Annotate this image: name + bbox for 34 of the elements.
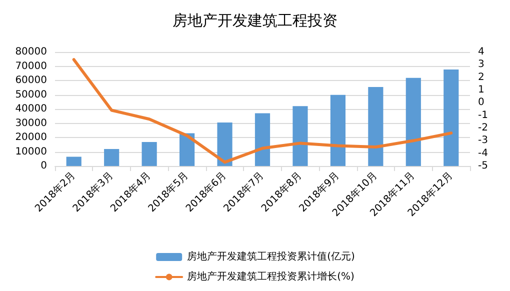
y2-tick-label: -1 bbox=[478, 110, 488, 121]
y2-tick-label: -4 bbox=[478, 148, 488, 159]
bar bbox=[142, 142, 157, 166]
line-series bbox=[72, 58, 453, 164]
chart-title: 房地产开发建筑工程投资 bbox=[172, 12, 338, 30]
bar bbox=[104, 149, 120, 166]
y2-tick-label: -5 bbox=[478, 160, 488, 172]
bar bbox=[217, 122, 232, 166]
bar bbox=[406, 78, 421, 166]
y2-tick-label: 3 bbox=[478, 59, 484, 70]
y-tick-label: 60000 bbox=[15, 75, 47, 86]
bar bbox=[254, 113, 270, 166]
y-tick-label: 20000 bbox=[15, 132, 47, 143]
y2-tick-label: -2 bbox=[478, 122, 488, 134]
bar bbox=[444, 70, 459, 166]
y-tick-label: 0 bbox=[40, 160, 47, 172]
bar bbox=[180, 133, 195, 166]
y2-tick-label: 4 bbox=[478, 46, 484, 58]
bar bbox=[368, 87, 384, 166]
bar bbox=[330, 94, 346, 166]
y2-tick-label: 2 bbox=[478, 72, 484, 83]
y2-tick-label: 0 bbox=[478, 97, 484, 108]
y-tick-label: 30000 bbox=[15, 118, 47, 129]
bar bbox=[66, 156, 82, 166]
y-tick-label: 70000 bbox=[15, 60, 47, 72]
bar bbox=[292, 106, 308, 166]
y-tick-label: 10000 bbox=[15, 146, 47, 158]
y2-tick-label: 1 bbox=[478, 84, 484, 96]
legend-label: 房地产开发建筑工程投资累计值(亿元) bbox=[187, 250, 355, 262]
legend-label: 房地产开发建筑工程投资累计增长(%) bbox=[187, 270, 354, 282]
y-tick-label: 80000 bbox=[15, 46, 47, 58]
y-tick-label: 50000 bbox=[15, 89, 47, 100]
y-tick-label: 40000 bbox=[15, 104, 47, 114]
y2-tick-label: -3 bbox=[478, 135, 488, 146]
